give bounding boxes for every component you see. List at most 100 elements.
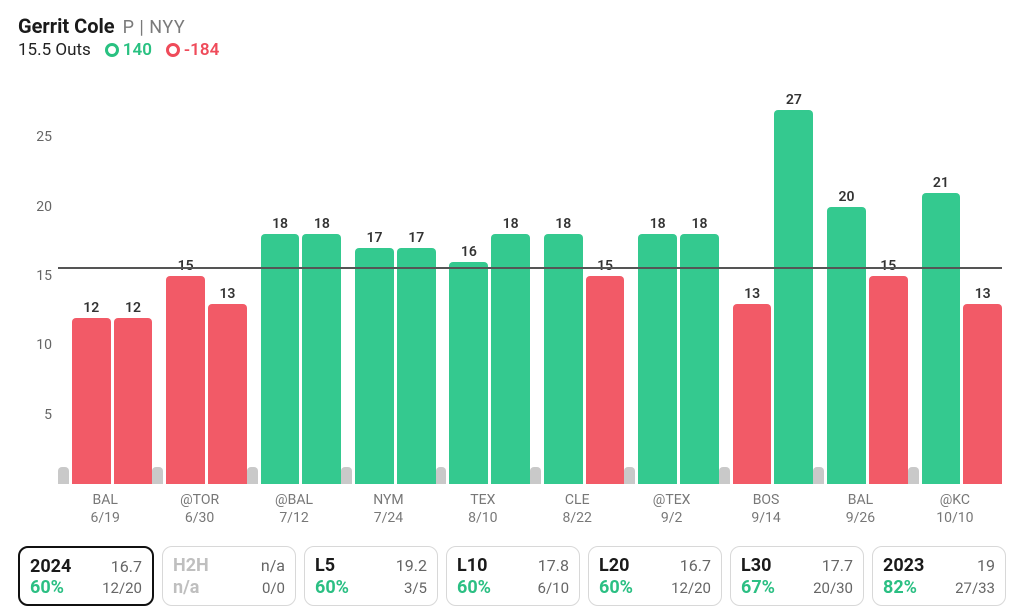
bar[interactable]: 18	[302, 234, 341, 484]
stat-percent: 82%	[883, 577, 955, 598]
bar[interactable]: 18	[680, 234, 719, 484]
bar[interactable]: 12	[114, 318, 153, 484]
threshold-line	[58, 267, 1002, 269]
prop-line-stat: Outs	[55, 40, 90, 60]
y-tick: 15	[18, 268, 52, 284]
stat-card[interactable]: L519.260%3/5	[304, 546, 438, 606]
bar[interactable]: 21	[922, 193, 961, 484]
bar[interactable]: 13	[208, 304, 247, 484]
x-label: BOS9/14	[719, 484, 813, 538]
header-row-2: 15.5 Outs 140 -184	[18, 40, 1006, 60]
plot-area: 1212151318181717161818151818132720152113	[58, 68, 1002, 484]
bar-value: 15	[178, 258, 194, 274]
stat-card[interactable]: 202416.760%12/20	[18, 546, 154, 606]
bar[interactable]: 20	[827, 207, 866, 484]
bar[interactable]: 13	[963, 304, 1002, 484]
x-label-date: 9/2	[624, 510, 718, 528]
bar-value: 16	[461, 244, 477, 260]
bar[interactable]: 18	[638, 234, 677, 484]
stat-average: 16.7	[102, 557, 142, 576]
bar-value: 18	[555, 216, 571, 232]
x-label: @KC10/10	[908, 484, 1002, 538]
stat-card[interactable]: 20231982%27/33	[872, 546, 1006, 606]
player-team: NYY	[149, 17, 185, 38]
bar[interactable]: 15	[586, 276, 625, 484]
stat-label: H2H	[173, 555, 261, 576]
bars-container: 1212151318181717161818151818132720152113	[58, 68, 1002, 484]
bar-stub	[719, 467, 730, 484]
x-label-opponent: @KC	[908, 492, 1002, 510]
stat-ratio: 12/20	[671, 579, 711, 597]
bar-group: 1818	[247, 68, 341, 484]
bar[interactable]: 18	[261, 234, 300, 484]
y-tick: 10	[18, 337, 52, 353]
stat-ratio: 3/5	[396, 579, 427, 597]
stat-card[interactable]: L2016.760%12/20	[588, 546, 722, 606]
bar-group: 1513	[152, 68, 246, 484]
bar-value: 27	[786, 92, 802, 108]
x-label: CLE8/22	[530, 484, 624, 538]
x-label-opponent: @BAL	[247, 492, 341, 510]
bar-value: 18	[314, 216, 330, 232]
stat-card[interactable]: H2Hn/an/a0/0	[162, 546, 296, 606]
under-icon	[166, 43, 180, 57]
bar[interactable]: 18	[491, 234, 530, 484]
x-label-opponent: BOS	[719, 492, 813, 510]
bar-value: 18	[650, 216, 666, 232]
stat-average: 19.2	[396, 556, 427, 575]
bar[interactable]: 16	[449, 262, 488, 484]
stat-label: 2024	[30, 556, 102, 577]
bar[interactable]: 17	[355, 248, 394, 484]
x-label: @TOR6/30	[152, 484, 246, 538]
over-value: 140	[123, 40, 152, 60]
bar[interactable]: 15	[166, 276, 205, 484]
x-label-date: 6/30	[152, 510, 246, 528]
stat-average: 17.7	[813, 556, 853, 575]
x-label-date: 8/10	[436, 510, 530, 528]
bar-group: 1717	[341, 68, 435, 484]
stat-average: 16.7	[671, 556, 711, 575]
bar-group: 2015	[813, 68, 907, 484]
stat-card[interactable]: L3017.767%20/30	[730, 546, 864, 606]
bar[interactable]: 18	[544, 234, 583, 484]
over-odds[interactable]: 140	[105, 40, 152, 60]
player-position-team: P | NYY	[123, 17, 186, 38]
chart-area: 510152025 121215131818171716181815181813…	[18, 68, 1006, 538]
bar-stub	[908, 467, 919, 484]
bar-stub	[436, 467, 447, 484]
bar-stub	[813, 467, 824, 484]
bar[interactable]: 12	[72, 318, 111, 484]
x-label-opponent: BAL	[813, 492, 907, 510]
x-label: TEX8/10	[436, 484, 530, 538]
bar-value: 18	[503, 216, 519, 232]
stat-percent: 60%	[30, 577, 102, 598]
x-label-opponent: BAL	[58, 492, 152, 510]
bar[interactable]: 13	[733, 304, 772, 484]
bar[interactable]: 15	[869, 276, 908, 484]
bar-value: 18	[691, 216, 707, 232]
bar-value: 13	[219, 286, 235, 302]
stat-label: L5	[315, 555, 396, 576]
stat-label: L30	[741, 555, 813, 576]
bar-value: 15	[597, 258, 613, 274]
under-odds[interactable]: -184	[166, 40, 219, 60]
stat-ratio: 27/33	[955, 579, 995, 597]
y-tick: 20	[18, 199, 52, 215]
x-label-opponent: NYM	[341, 492, 435, 510]
bar-stub	[247, 467, 258, 484]
stat-card[interactable]: L1017.860%6/10	[446, 546, 580, 606]
x-label: BAL9/26	[813, 484, 907, 538]
bar-value: 21	[933, 175, 949, 191]
bar-value: 17	[408, 230, 424, 246]
x-label-date: 9/26	[813, 510, 907, 528]
bar[interactable]: 17	[397, 248, 436, 484]
bar[interactable]: 27	[774, 110, 813, 484]
bar-value: 20	[839, 189, 855, 205]
bar-value: 13	[975, 286, 991, 302]
x-label-date: 7/12	[247, 510, 341, 528]
y-tick: 5	[18, 407, 52, 423]
bar-group: 1818	[624, 68, 718, 484]
x-label-date: 7/24	[341, 510, 435, 528]
bar-stub	[341, 467, 352, 484]
stat-ratio: 6/10	[538, 579, 569, 597]
